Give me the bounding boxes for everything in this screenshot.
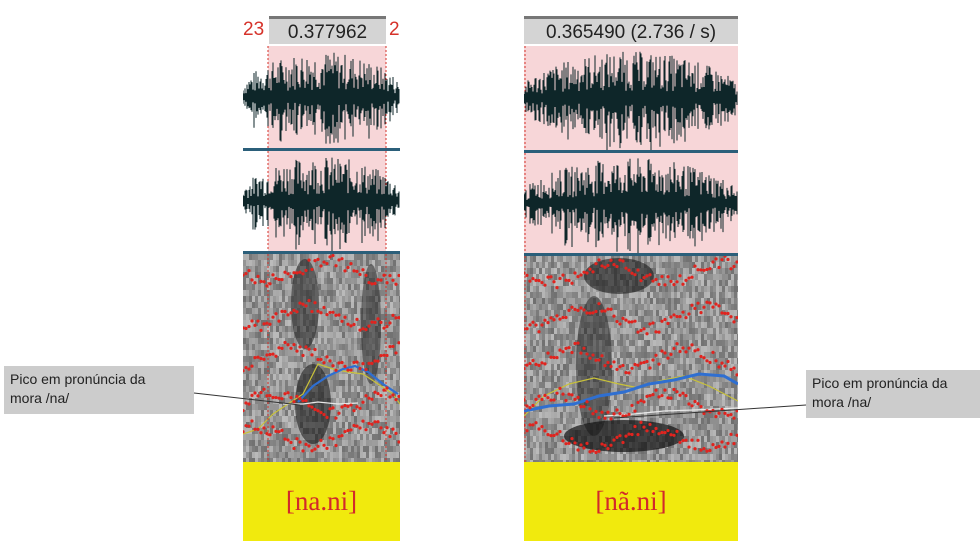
callout-line-1: Pico em pronúncia da	[10, 371, 146, 387]
waveform-channel-1[interactable]	[243, 46, 400, 148]
left-edge-value: 23	[243, 19, 265, 40]
transcription-label: [na.ni]	[285, 486, 358, 516]
time-ruler: 23 0.377962 2	[243, 14, 400, 46]
formant-tracks	[524, 256, 738, 455]
waveform-spectrogram-separator	[524, 253, 738, 256]
waveform-trace	[243, 157, 400, 251]
waveform-channel-1[interactable]	[524, 46, 738, 150]
channel-separator	[243, 148, 400, 151]
selection-duration-label[interactable]: 0.365490 (2.736 / s)	[524, 16, 738, 44]
callout-line-2: mora /na/	[812, 394, 872, 410]
waveform-channel-2[interactable]	[243, 151, 400, 251]
spectrogram-canvas	[524, 256, 738, 462]
selection-duration-label[interactable]: 0.377962	[269, 16, 386, 44]
right-sound-editor: 0.365490 (2.736 / s) [n	[524, 14, 738, 541]
callout-line-2: mora /na/	[10, 390, 70, 406]
callout-line-1: Pico em pronúncia da	[812, 375, 948, 391]
transcription-label: [nã.ni]	[595, 486, 667, 516]
spectrogram[interactable]	[243, 254, 400, 462]
waveform-trace	[524, 51, 738, 150]
transcription-tier[interactable]: [nã.ni]	[524, 462, 738, 541]
left-sound-editor: 23 0.377962 2	[243, 14, 400, 541]
waveform-trace	[524, 158, 738, 253]
transcription-tier[interactable]: [na.ni]	[243, 462, 400, 541]
annotation-callout-left: Pico em pronúncia da mora /na/	[4, 366, 194, 414]
waveform-spectrogram-separator	[243, 251, 400, 254]
spectrogram[interactable]	[524, 256, 738, 462]
right-edge-value: 2	[389, 19, 400, 40]
waveform-channel-2[interactable]	[524, 153, 738, 253]
spectrogram-canvas	[243, 254, 400, 462]
annotation-callout-right: Pico em pronúncia da mora /na/	[806, 370, 980, 418]
channel-separator	[524, 150, 738, 153]
time-ruler: 0.365490 (2.736 / s)	[524, 14, 738, 46]
waveform-trace	[243, 52, 400, 144]
